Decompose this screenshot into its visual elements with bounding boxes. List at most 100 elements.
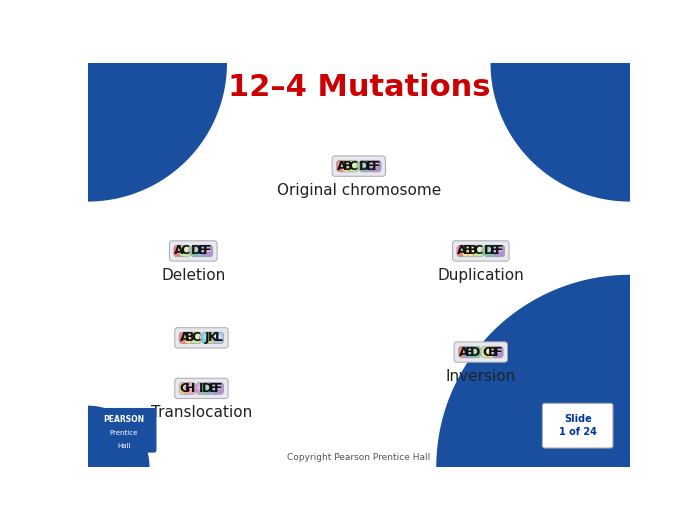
Ellipse shape — [195, 387, 196, 388]
Ellipse shape — [194, 386, 197, 391]
Text: Translocation: Translocation — [150, 405, 252, 420]
FancyBboxPatch shape — [209, 334, 216, 339]
FancyBboxPatch shape — [464, 247, 470, 252]
FancyBboxPatch shape — [457, 245, 468, 257]
FancyBboxPatch shape — [196, 383, 206, 394]
FancyBboxPatch shape — [367, 162, 373, 167]
FancyBboxPatch shape — [370, 160, 381, 172]
Text: D: D — [470, 345, 480, 359]
FancyBboxPatch shape — [92, 408, 157, 453]
FancyBboxPatch shape — [492, 346, 503, 358]
FancyBboxPatch shape — [197, 245, 207, 257]
FancyBboxPatch shape — [207, 383, 218, 394]
FancyBboxPatch shape — [458, 346, 469, 358]
Text: C: C — [191, 331, 200, 344]
FancyBboxPatch shape — [213, 332, 224, 344]
FancyBboxPatch shape — [453, 241, 509, 261]
Ellipse shape — [189, 249, 190, 250]
FancyBboxPatch shape — [337, 160, 347, 172]
FancyBboxPatch shape — [176, 247, 182, 252]
FancyBboxPatch shape — [215, 385, 221, 390]
FancyBboxPatch shape — [202, 383, 212, 394]
Text: B: B — [463, 245, 473, 257]
Ellipse shape — [479, 350, 483, 354]
Text: A: A — [337, 160, 346, 173]
Text: Duplication: Duplication — [438, 268, 524, 282]
FancyBboxPatch shape — [204, 247, 211, 252]
FancyBboxPatch shape — [372, 162, 379, 167]
Text: A: A — [457, 245, 467, 257]
FancyBboxPatch shape — [486, 346, 498, 358]
Text: B: B — [468, 245, 477, 257]
FancyBboxPatch shape — [473, 245, 483, 257]
FancyBboxPatch shape — [344, 162, 351, 167]
Text: B: B — [186, 331, 195, 344]
FancyBboxPatch shape — [462, 245, 472, 257]
Ellipse shape — [188, 249, 193, 253]
Text: A: A — [459, 345, 469, 359]
Text: F: F — [494, 345, 502, 359]
Text: C: C — [349, 160, 358, 173]
Text: F: F — [372, 160, 380, 173]
Text: E: E — [197, 245, 206, 257]
FancyBboxPatch shape — [175, 378, 228, 398]
Text: Inversion: Inversion — [446, 369, 516, 384]
Text: B: B — [487, 345, 497, 359]
FancyBboxPatch shape — [342, 160, 353, 172]
Text: B: B — [343, 160, 352, 173]
FancyBboxPatch shape — [496, 247, 503, 252]
FancyBboxPatch shape — [202, 332, 212, 344]
Text: D: D — [202, 382, 212, 395]
FancyBboxPatch shape — [359, 160, 370, 172]
PathPatch shape — [491, 63, 630, 202]
Text: L: L — [214, 331, 223, 344]
FancyBboxPatch shape — [181, 385, 188, 390]
Text: E: E — [466, 345, 474, 359]
Text: K: K — [208, 331, 218, 344]
Text: F: F — [203, 245, 211, 257]
FancyBboxPatch shape — [470, 346, 480, 358]
Text: Original chromosome: Original chromosome — [276, 183, 441, 198]
FancyBboxPatch shape — [542, 403, 613, 448]
FancyBboxPatch shape — [207, 332, 218, 344]
Text: G: G — [179, 382, 190, 395]
FancyBboxPatch shape — [204, 334, 210, 339]
FancyBboxPatch shape — [198, 385, 204, 390]
FancyBboxPatch shape — [332, 156, 386, 176]
Text: C: C — [474, 245, 483, 257]
FancyBboxPatch shape — [348, 160, 358, 172]
FancyBboxPatch shape — [486, 247, 491, 252]
Text: C: C — [180, 245, 190, 257]
FancyBboxPatch shape — [361, 162, 368, 167]
FancyBboxPatch shape — [491, 247, 497, 252]
Text: E: E — [490, 245, 498, 257]
Text: Deletion: Deletion — [161, 268, 225, 282]
Text: D: D — [359, 160, 370, 173]
FancyBboxPatch shape — [459, 247, 465, 252]
FancyBboxPatch shape — [213, 383, 224, 394]
Ellipse shape — [482, 249, 484, 250]
FancyBboxPatch shape — [494, 245, 505, 257]
FancyBboxPatch shape — [466, 349, 473, 353]
PathPatch shape — [88, 63, 227, 202]
FancyBboxPatch shape — [489, 349, 495, 353]
Text: I: I — [199, 382, 204, 395]
Ellipse shape — [482, 249, 485, 253]
Text: E: E — [209, 382, 217, 395]
FancyBboxPatch shape — [185, 383, 195, 394]
FancyBboxPatch shape — [193, 334, 199, 339]
Text: PEARSON: PEARSON — [104, 415, 144, 424]
FancyBboxPatch shape — [187, 334, 193, 339]
FancyBboxPatch shape — [193, 247, 199, 252]
Text: F: F — [214, 382, 223, 395]
FancyBboxPatch shape — [483, 349, 489, 353]
Text: C: C — [482, 345, 491, 359]
FancyBboxPatch shape — [202, 245, 213, 257]
Text: D: D — [484, 245, 494, 257]
FancyBboxPatch shape — [181, 334, 188, 339]
FancyBboxPatch shape — [468, 245, 478, 257]
FancyBboxPatch shape — [470, 247, 476, 252]
FancyBboxPatch shape — [489, 245, 499, 257]
FancyBboxPatch shape — [209, 385, 216, 390]
Text: E: E — [366, 160, 375, 173]
